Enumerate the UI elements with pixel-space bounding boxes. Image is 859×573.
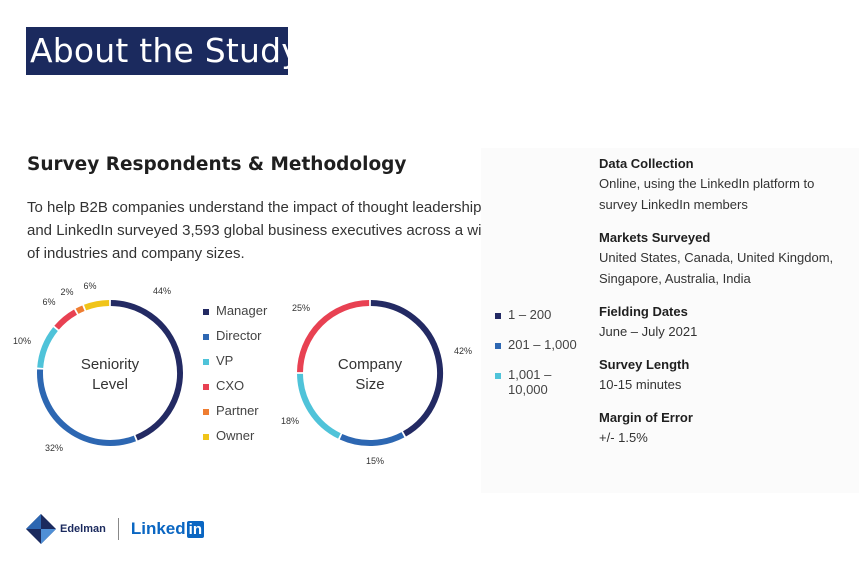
legend-label: Partner <box>216 403 259 418</box>
legend-swatch <box>203 309 209 315</box>
donut-segment-partner <box>75 305 85 314</box>
legend-label: 1,001 –10,000 <box>508 367 552 397</box>
data-label: 32% <box>45 443 63 453</box>
legend-item: Owner <box>203 428 267 453</box>
legend-label: Manager <box>216 303 268 318</box>
details-panel <box>481 148 859 493</box>
legend-label: Director <box>216 328 262 343</box>
data-label: 25% <box>292 303 310 313</box>
donut-center-label: Company <box>338 356 403 373</box>
donut-center-label: Size <box>355 376 384 393</box>
title-banner <box>26 27 288 75</box>
data-label: 18% <box>281 416 299 426</box>
legend-item: Partner <box>203 403 267 428</box>
intro-paragraph: To help B2B companies understand the imp… <box>27 199 549 262</box>
donut-segment-owner <box>83 300 110 311</box>
legend-swatch <box>203 359 209 365</box>
data-label: 44% <box>153 286 171 296</box>
seniority-legend: Manager Director VP CXO Partner Owner <box>203 303 267 453</box>
donut-segment-vp <box>37 327 58 369</box>
footer-logos: Edelman Linked in <box>26 514 204 544</box>
legend-label: 1 – 200 <box>508 307 552 322</box>
data-label: 6% <box>83 281 96 291</box>
detail-survey-length: Survey Length 10-15 minutes <box>599 357 849 395</box>
logo-divider <box>117 518 119 540</box>
legend-item: 1 – 200 <box>495 307 577 337</box>
detail-value: Online, using the LinkedIn platform to s… <box>599 176 815 212</box>
donut-center-label: Seniority <box>81 356 140 373</box>
legend-swatch <box>203 334 209 340</box>
legend-swatch <box>203 434 209 440</box>
donut-segment-201-1-000 <box>339 432 405 446</box>
donut-center-label: Level <box>92 376 128 393</box>
edelman-logo-icon <box>26 514 56 544</box>
legend-swatch <box>495 343 501 349</box>
edelman-logo-text: Edelman <box>60 523 106 535</box>
legend-label: VP <box>216 353 234 368</box>
detail-label: Margin of Error <box>599 410 693 425</box>
legend-swatch <box>203 409 209 415</box>
legend-item: 1,001 –10,000 <box>495 367 577 397</box>
legend-item: Manager <box>203 303 267 328</box>
detail-label: Survey Length <box>599 357 690 372</box>
details-list: Data Collection Online, using the Linked… <box>599 156 849 463</box>
detail-value: +/- 1.5% <box>599 430 648 445</box>
detail-label: Data Collection <box>599 156 694 171</box>
legend-swatch <box>495 313 501 319</box>
legend-label: 201 – 1,000 <box>508 337 577 352</box>
donut-segment-1-200 <box>370 300 443 437</box>
detail-label: Fielding Dates <box>599 304 688 319</box>
page-title: About the Study <box>30 31 301 70</box>
data-label: 10% <box>13 336 31 346</box>
detail-label: Markets Surveyed <box>599 230 711 245</box>
detail-value: 10-15 minutes <box>599 377 682 392</box>
legend-item: 201 – 1,000 <box>495 337 577 367</box>
data-label: 6% <box>42 297 55 307</box>
detail-value: United States, Canada, United Kingdom, S… <box>599 250 834 286</box>
legend-label: CXO <box>216 378 245 393</box>
detail-margin-of-error: Margin of Error +/- 1.5% <box>599 410 849 448</box>
legend-item: Director <box>203 328 267 353</box>
donut-segment-manager <box>110 300 183 441</box>
company-size-legend: 1 – 200 201 – 1,000 1,001 –10,000 <box>495 307 577 397</box>
donut-segment-cxo <box>54 309 78 330</box>
legend-item: VP <box>203 353 267 378</box>
linkedin-logo-text: Linked <box>130 519 186 538</box>
data-label: 15% <box>366 456 384 466</box>
donut-segment-director <box>37 369 137 446</box>
data-label: 42% <box>454 346 472 356</box>
linkedin-logo-box: in <box>186 520 204 538</box>
section-heading: Survey Respondents & Methodology <box>27 154 407 175</box>
detail-data-collection: Data Collection Online, using the Linked… <box>599 156 849 215</box>
detail-value: June – July 2021 <box>599 324 698 339</box>
legend-swatch <box>495 373 501 379</box>
detail-fielding-dates: Fielding Dates June – July 2021 <box>599 304 849 342</box>
donut-segment-1-001-10-000 <box>297 373 341 439</box>
donut-segment-segment <box>297 300 370 373</box>
detail-markets-surveyed: Markets Surveyed United States, Canada, … <box>599 230 849 289</box>
data-label: 2% <box>60 287 73 297</box>
legend-swatch <box>203 384 209 390</box>
legend-label: Owner <box>216 428 255 443</box>
legend-item: CXO <box>203 378 267 403</box>
